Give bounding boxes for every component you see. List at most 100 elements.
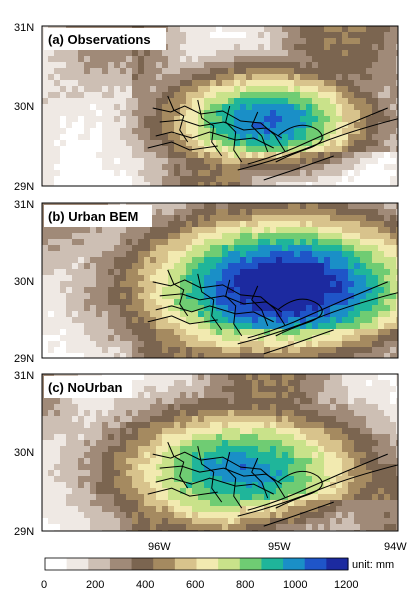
precip-cell — [276, 74, 283, 81]
precip-cell — [372, 524, 379, 531]
precip-cell — [180, 164, 187, 171]
precip-cell — [90, 323, 97, 330]
precip-cell — [174, 380, 181, 387]
precip-cell — [240, 104, 247, 111]
precip-cell — [78, 128, 85, 135]
precip-cell — [354, 26, 361, 33]
precip-cell — [318, 512, 325, 519]
precip-cell — [204, 152, 211, 159]
precip-cell — [48, 182, 55, 186]
precip-cell — [54, 335, 61, 342]
precip-cell — [84, 287, 91, 294]
precip-cell — [234, 398, 241, 405]
precip-cell — [384, 512, 391, 519]
precip-cell — [318, 116, 325, 123]
precip-cell — [222, 416, 229, 423]
colorbar-segments — [45, 558, 349, 570]
precip-cell — [144, 311, 151, 318]
precip-cell — [294, 26, 301, 33]
precip-cell — [360, 50, 367, 57]
precip-cell — [336, 500, 343, 507]
precip-cell — [282, 44, 289, 51]
precip-cell — [102, 452, 109, 459]
precip-cell — [102, 164, 109, 171]
precip-cell — [264, 98, 271, 105]
precip-cell — [294, 164, 301, 171]
precip-cell — [336, 422, 343, 429]
precip-cell — [156, 50, 163, 57]
precip-cell — [144, 305, 151, 312]
precip-cell — [282, 68, 289, 75]
precip-cell — [360, 323, 367, 330]
precip-cell — [396, 227, 398, 234]
river-line — [155, 305, 274, 323]
precip-cell — [66, 98, 73, 105]
precip-cell — [198, 50, 205, 57]
precip-cell — [90, 341, 97, 348]
precip-cell — [330, 434, 337, 441]
precip-cell — [180, 518, 187, 525]
precip-cell — [102, 251, 109, 258]
precip-cell — [342, 398, 349, 405]
precip-cell — [90, 140, 97, 147]
precip-cell — [108, 500, 115, 507]
precip-cell — [294, 347, 301, 354]
precip-cell — [174, 518, 181, 525]
precip-cell — [192, 122, 199, 129]
precip-cell — [330, 26, 337, 33]
precip-cell — [60, 233, 67, 240]
precip-cell — [360, 275, 367, 282]
precip-cell — [240, 374, 247, 381]
precip-cell — [366, 38, 373, 45]
precip-cell — [204, 458, 211, 465]
precip-cell — [120, 293, 127, 300]
precip-cell — [144, 92, 151, 99]
precip-cell — [240, 233, 247, 240]
precip-cell — [180, 470, 187, 477]
precip-cell — [48, 323, 55, 330]
precip-cell — [300, 299, 307, 306]
precip-cell — [48, 353, 55, 358]
precip-cell — [120, 404, 127, 411]
colorbar-tick-1200: 1200 — [334, 579, 358, 591]
precip-cell — [234, 251, 241, 258]
precip-cell — [372, 92, 379, 99]
precip-cell — [42, 311, 49, 318]
precip-cell — [270, 398, 277, 405]
precip-cell — [276, 257, 283, 264]
rivers-a — [147, 95, 398, 181]
precip-cell — [270, 386, 277, 393]
precip-cell — [132, 182, 139, 186]
precip-cell — [342, 182, 349, 186]
precip-cell — [306, 134, 313, 141]
precip-cell — [240, 410, 247, 417]
precip-cell — [138, 122, 145, 129]
precip-cell — [348, 494, 355, 501]
precip-cell — [318, 263, 325, 270]
precip-cell — [228, 434, 235, 441]
precip-cell — [252, 428, 259, 435]
precip-cell — [150, 110, 157, 117]
precip-cell — [306, 458, 313, 465]
precip-cell — [378, 44, 385, 51]
precip-cell — [252, 374, 259, 381]
precip-cell — [84, 428, 91, 435]
colorbar-segment — [261, 558, 284, 570]
precip-cell — [306, 263, 313, 270]
precip-cell — [54, 263, 61, 270]
precip-cell — [48, 440, 55, 447]
precip-cell — [360, 410, 367, 417]
precip-cell — [198, 299, 205, 306]
precip-cell — [288, 128, 295, 135]
precip-cell — [174, 182, 181, 186]
precip-cell — [372, 227, 379, 234]
precip-cell — [114, 86, 121, 93]
precip-cell — [384, 50, 391, 57]
precip-cell — [216, 464, 223, 471]
precip-cell — [102, 518, 109, 525]
precip-cell — [150, 50, 157, 57]
precip-cell — [222, 245, 229, 252]
precip-cell — [162, 311, 169, 318]
precip-cell — [150, 353, 157, 358]
precip-cell — [108, 299, 115, 306]
